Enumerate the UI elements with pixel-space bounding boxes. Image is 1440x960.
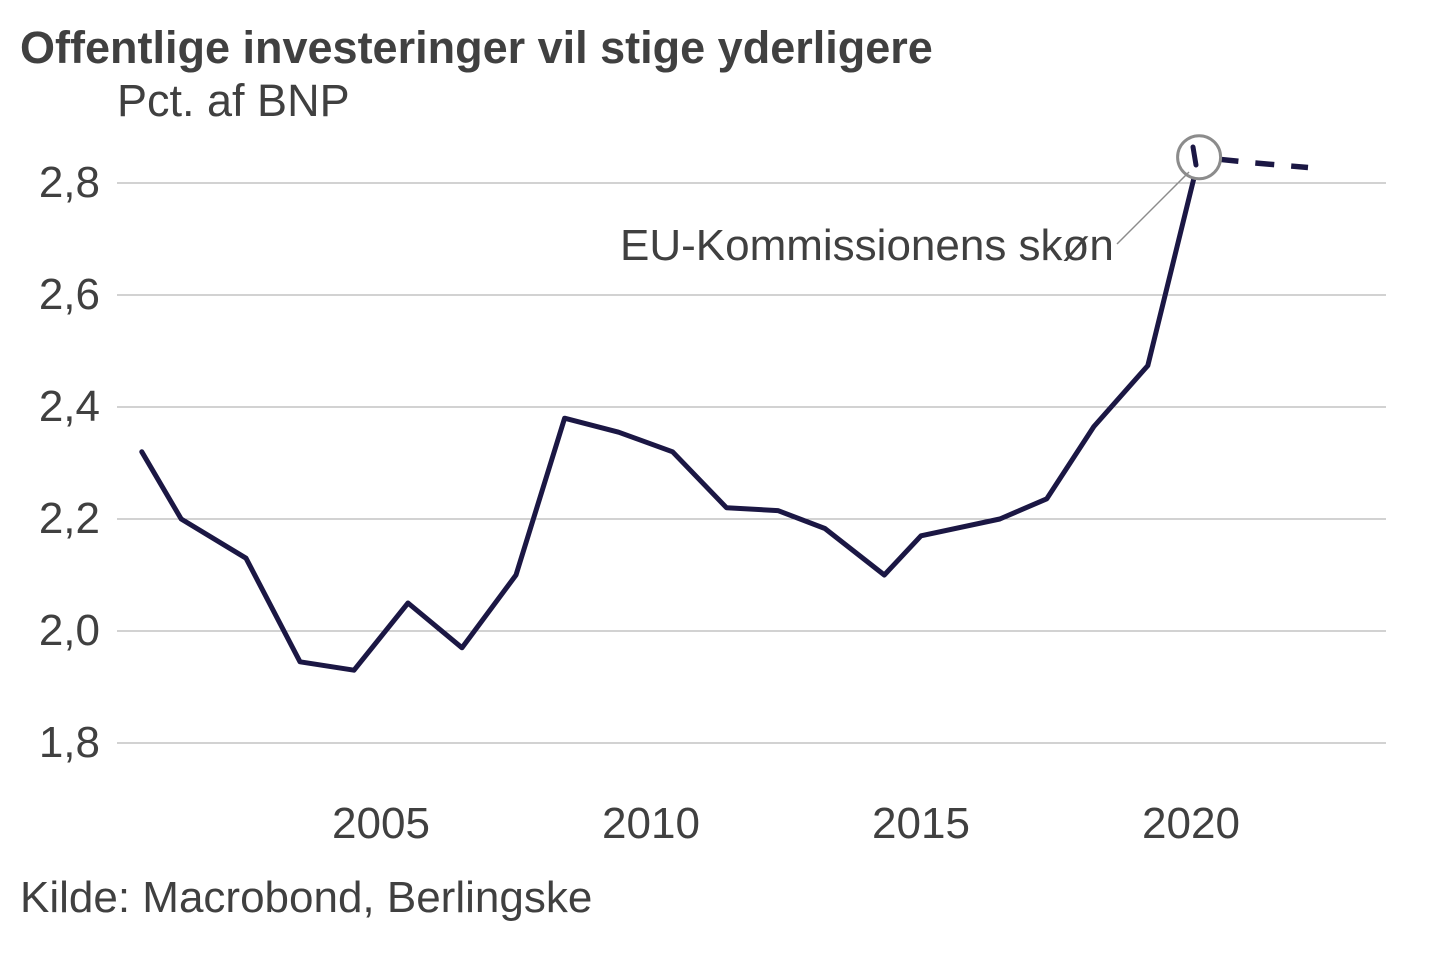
svg-text:2,0: 2,0 xyxy=(39,606,100,655)
svg-text:2010: 2010 xyxy=(602,799,700,848)
svg-text:2,8: 2,8 xyxy=(39,158,100,207)
svg-text:2005: 2005 xyxy=(332,799,430,848)
svg-text:2,2: 2,2 xyxy=(39,494,100,543)
svg-text:1,8: 1,8 xyxy=(39,718,100,767)
svg-text:2015: 2015 xyxy=(872,799,970,848)
svg-text:2,6: 2,6 xyxy=(39,270,100,319)
svg-text:2,4: 2,4 xyxy=(39,382,100,431)
svg-text:2020: 2020 xyxy=(1142,799,1240,848)
